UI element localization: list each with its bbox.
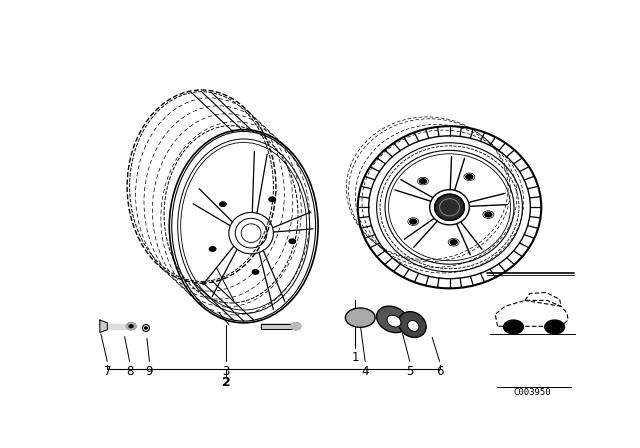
Ellipse shape [408, 320, 419, 332]
Text: 6: 6 [436, 365, 444, 378]
Ellipse shape [376, 306, 408, 332]
Circle shape [450, 240, 457, 245]
Text: 5: 5 [406, 365, 413, 378]
Text: 3: 3 [223, 365, 230, 378]
Circle shape [126, 323, 136, 330]
Circle shape [504, 320, 524, 334]
Text: 2: 2 [222, 376, 230, 389]
Ellipse shape [435, 194, 465, 220]
Circle shape [252, 270, 259, 274]
Polygon shape [100, 320, 108, 332]
Circle shape [419, 179, 426, 184]
Circle shape [410, 219, 417, 224]
Text: 4: 4 [362, 365, 369, 378]
Text: C003950: C003950 [513, 388, 551, 397]
Ellipse shape [399, 312, 426, 337]
Text: 8: 8 [126, 365, 133, 378]
Circle shape [129, 325, 133, 327]
Ellipse shape [387, 315, 401, 327]
Circle shape [289, 239, 296, 244]
Circle shape [145, 327, 147, 329]
Circle shape [545, 320, 564, 334]
Circle shape [291, 323, 301, 330]
Text: 1: 1 [351, 351, 359, 364]
Text: 7: 7 [104, 365, 111, 378]
Circle shape [466, 174, 473, 179]
Circle shape [220, 202, 226, 207]
Circle shape [485, 212, 492, 217]
Circle shape [269, 197, 275, 202]
Text: 9: 9 [146, 365, 153, 378]
Ellipse shape [346, 308, 375, 327]
Circle shape [209, 247, 216, 251]
Polygon shape [261, 324, 293, 329]
Polygon shape [108, 323, 129, 329]
